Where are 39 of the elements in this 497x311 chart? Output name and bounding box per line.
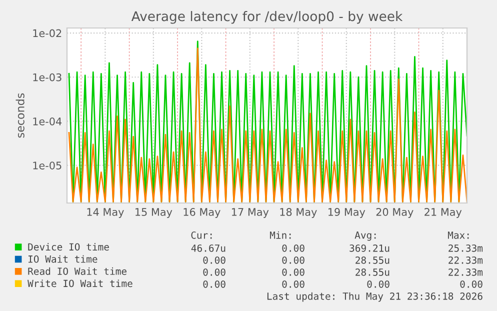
text: Last update: Thu May 21 23:36:18 2026 [267,292,482,302]
text: 25.33m [448,244,483,252]
y-tick-label: 1e-02 [33,29,62,38]
y-tick-label: 1e-04 [33,117,62,126]
text: 0.00 [282,280,304,288]
legend-label: Device IO time [28,243,109,251]
y-axis-title: seconds [16,93,24,138]
text: 0.00 [282,244,304,252]
y-tick-label: 1e-05 [33,162,62,170]
text: 0.00 [282,268,304,276]
text: 22.33m [448,256,483,264]
text: 28.55u [356,268,390,276]
legend-label: Write IO Wait time [28,280,132,288]
x-tick-label: 17 May [232,208,269,218]
x-tick-label: 18 May [280,208,317,218]
x-tick-label: 21 May [424,208,462,218]
text: Cur: [191,231,212,239]
text: Avg: [354,232,376,241]
y-tick-label: 1e-03 [33,73,62,82]
x-tick-label: 14 May [87,208,124,218]
text: 0.00 [203,268,226,276]
text: Max: [448,232,469,239]
x-tick-label: 20 May [376,208,414,218]
text: Min: [270,231,291,239]
text: 0.00 [460,280,482,288]
legend-label: IO Wait time [28,255,98,263]
text: 0.00 [367,280,390,288]
text: 22.33m [448,268,483,276]
chart-title: Average latency for /dev/loop0 - by week [131,11,403,24]
x-tick-label: 16 May [184,208,220,218]
text: 28.55u [356,256,390,264]
x-tick-label: 19 May [328,208,366,218]
text: 0.00 [203,256,226,264]
text: 46.67u [191,244,226,252]
text: 369.21u [350,244,390,252]
text: 0.00 [203,280,226,288]
legend-label: Read IO Wait time [28,267,126,275]
text: 0.00 [282,256,304,264]
x-tick-label: 15 May [136,208,172,218]
